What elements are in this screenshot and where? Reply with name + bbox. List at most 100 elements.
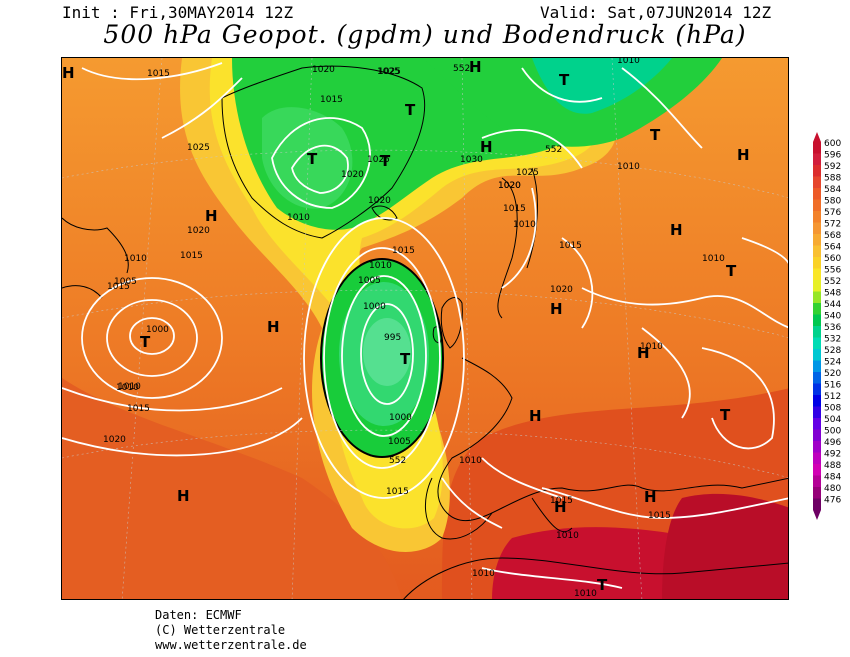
pressure-label: 552 (453, 64, 470, 74)
copyright-label: (C) Wetterzentrale (155, 623, 286, 637)
pressure-label: 1010 (287, 213, 310, 223)
pressure-label: 1010 (513, 220, 536, 230)
color-scale-label: 520 (824, 369, 841, 379)
color-scale-label: 540 (824, 312, 841, 322)
pressure-label: 1020 (550, 285, 573, 295)
pressure-label: 552 (389, 456, 406, 466)
data-source-label: Daten: ECMWF (155, 608, 242, 622)
pressure-label: 1015 (127, 404, 150, 414)
italy-coast (531, 497, 573, 533)
pressure-labels: 1015 1020 1025 1015 1025 1020 1015 1010 … (103, 58, 725, 599)
isobar (541, 487, 788, 519)
low-marker: T (400, 350, 411, 368)
pressure-centers: H H T H H T T T T H T H T H H H T H T H … (62, 58, 750, 594)
color-scale-label: 496 (824, 438, 841, 448)
high-marker: H (267, 318, 280, 336)
color-scale-swatch (813, 314, 821, 326)
isobar (62, 417, 303, 457)
isobar (641, 327, 691, 419)
color-scale-label: 504 (824, 415, 841, 425)
pressure-label: 1000 (363, 302, 386, 312)
color-scale-label: 484 (824, 473, 841, 483)
isobar (303, 217, 465, 499)
color-scale-swatch (813, 337, 821, 349)
weather-map: 1015 1020 1025 1015 1025 1020 1015 1010 … (61, 57, 789, 600)
color-scale-label: 528 (824, 346, 841, 356)
init-time-label: Init : Fri,30MAY2014 12Z (62, 3, 294, 22)
color-scale-label: 588 (824, 174, 841, 184)
pressure-label: 1020 (498, 181, 521, 191)
color-scale-swatch (813, 153, 821, 165)
color-scale-swatch (813, 372, 821, 384)
field-544-greenland-core (262, 107, 353, 209)
isobar (62, 387, 283, 412)
color-scale-label: 592 (824, 162, 841, 172)
pressure-label: 1015 (386, 487, 409, 497)
pressure-label: 1020 (312, 65, 335, 75)
isobar (129, 317, 175, 355)
color-scale-label: 564 (824, 243, 841, 253)
isobar (501, 187, 537, 289)
isobar (106, 299, 198, 377)
isobar (291, 144, 349, 194)
pressure-label: 1015 (147, 69, 170, 79)
low-marker: T (650, 126, 661, 144)
low-marker: T (405, 101, 416, 119)
weather-map-svg: 1015 1020 1025 1015 1025 1020 1015 1010 … (62, 58, 788, 599)
low-marker: T (559, 71, 570, 89)
color-scale-label: 576 (824, 208, 841, 218)
britain-coast (440, 297, 463, 349)
high-marker: H (469, 58, 482, 76)
pressure-label: 1015 (648, 511, 671, 521)
color-scale-swatch (813, 303, 821, 315)
pressure-label: 1010 (116, 383, 139, 393)
color-scale-label: 492 (824, 450, 841, 460)
pressure-label: 1015 (503, 204, 526, 214)
color-scale-label: 536 (824, 323, 841, 333)
footer: Daten: ECMWF (C) Wetterzentrale www.wett… (155, 608, 307, 653)
high-marker: H (644, 488, 657, 506)
high-marker: H (177, 487, 190, 505)
isobar (621, 67, 703, 149)
color-scale-swatch (813, 406, 821, 418)
pressure-label: 1015 (559, 241, 582, 251)
pressure-label: 1030 (460, 155, 483, 165)
color-scale-swatch (813, 211, 821, 223)
color-scale-swatch (813, 418, 821, 430)
color-scale-swatch (813, 165, 821, 177)
color-scale-label: 560 (824, 254, 841, 264)
pressure-label: 1010 (574, 589, 597, 599)
pressure-label: 1025 (378, 67, 401, 77)
pressure-label: 552 (545, 145, 562, 155)
isobars (62, 62, 788, 589)
isobar (481, 457, 563, 499)
color-scale-swatch (813, 280, 821, 292)
color-scale-label: 584 (824, 185, 841, 195)
pressure-label: 1020 (103, 435, 126, 445)
isobar (581, 287, 788, 329)
color-scale-swatch (813, 199, 821, 211)
pressure-label: 1005 (388, 437, 411, 447)
color-scale-label: 516 (824, 381, 841, 391)
pressure-label: 1015 (320, 95, 343, 105)
color-scale-swatch (813, 464, 821, 476)
isobar (741, 237, 788, 265)
color-scale-label: 568 (824, 231, 841, 241)
pressure-label: 1015 (392, 246, 415, 256)
color-scale-label: 544 (824, 300, 841, 310)
pressure-label: 1020 (341, 170, 364, 180)
pressure-label: 1005 (114, 277, 137, 287)
isobar (481, 129, 583, 169)
isobar (521, 67, 603, 103)
pressure-label: 1010 (556, 531, 579, 541)
website-link[interactable]: www.wetterzentrale.de (155, 638, 307, 652)
field-584-southwest (62, 378, 402, 599)
color-scale-swatch (813, 395, 821, 407)
color-scale-swatch (813, 349, 821, 361)
color-scale-label: 532 (824, 335, 841, 345)
isobar (481, 567, 623, 589)
longitude-line (291, 58, 313, 599)
high-marker: H (480, 138, 493, 156)
color-scale-swatch (813, 188, 821, 200)
